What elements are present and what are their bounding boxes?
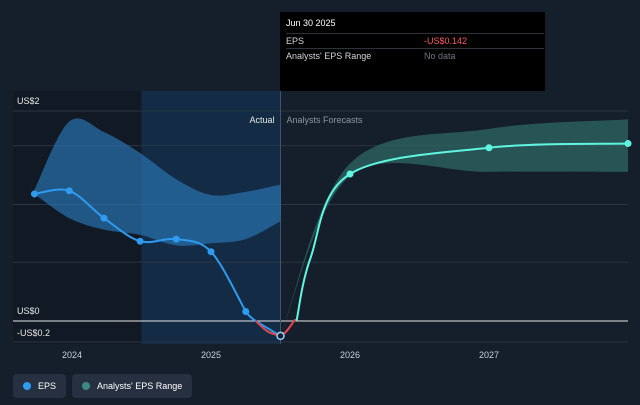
tooltip-row-range: Analysts' EPS Range No data bbox=[286, 48, 544, 63]
legend-range-label: Analysts' EPS Range bbox=[97, 381, 183, 391]
forecast-label: Analysts Forecasts bbox=[287, 115, 364, 125]
eps-point bbox=[136, 237, 144, 245]
tooltip-row-eps: EPS -US$0.142 bbox=[286, 33, 544, 48]
eps-point bbox=[207, 248, 215, 256]
actual-eps-range-band bbox=[34, 118, 281, 246]
eps-chart: US$2 US$0 -US$0.2 2024 2025 2026 2027 Actual Ana… bbox=[13, 91, 632, 360]
legend-range-dot-icon bbox=[82, 382, 91, 390]
legend: EPS Analysts' EPS Range bbox=[13, 374, 193, 398]
actual-label: Actual bbox=[249, 115, 274, 125]
tooltip-title: Jun 30 2025 bbox=[286, 18, 336, 28]
forecast-point bbox=[485, 144, 493, 152]
legend-eps-label: EPS bbox=[38, 381, 57, 391]
legend-item-eps[interactable]: EPS bbox=[13, 374, 67, 398]
tooltip-eps-value: -US$0.142 bbox=[424, 36, 468, 46]
eps-point bbox=[242, 308, 250, 316]
x-axis-label: 2027 bbox=[479, 350, 499, 360]
x-axis-label: 2025 bbox=[201, 350, 221, 360]
tooltip-eps-label: EPS bbox=[286, 36, 305, 46]
y-axis-label: US$2 bbox=[17, 96, 40, 106]
legend-item-range[interactable]: Analysts' EPS Range bbox=[72, 374, 193, 398]
eps-point bbox=[100, 214, 108, 222]
y-axis-label: -US$0.2 bbox=[17, 328, 50, 338]
x-axis-label: 2024 bbox=[62, 350, 82, 360]
y-axis-label: US$0 bbox=[17, 306, 40, 316]
legend-eps-dot-icon bbox=[23, 382, 31, 390]
forecast-eps-range-band bbox=[280, 119, 628, 336]
tooltip: Jun 30 2025 EPS -US$0.142 Analysts' EPS … bbox=[280, 12, 545, 91]
eps-point bbox=[65, 187, 73, 195]
tooltip-range-label: Analysts' EPS Range bbox=[286, 51, 372, 61]
forecast-point bbox=[346, 170, 354, 178]
eps-point bbox=[276, 331, 285, 341]
eps-point bbox=[30, 190, 38, 198]
forecast-point bbox=[624, 140, 632, 148]
eps-forecast-line bbox=[295, 142, 629, 322]
x-axis-label: 2026 bbox=[340, 350, 360, 360]
eps-point bbox=[172, 235, 180, 243]
tooltip-range-value: No data bbox=[424, 51, 456, 61]
